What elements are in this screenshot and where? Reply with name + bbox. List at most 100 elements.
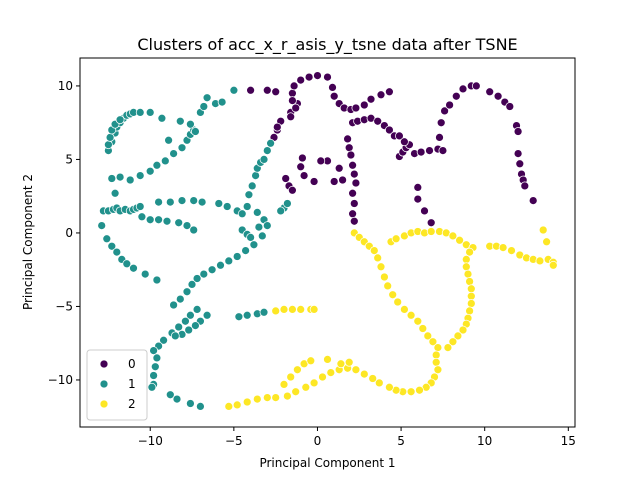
data-point-cluster-1 <box>175 294 185 304</box>
data-point-cluster-2 <box>283 391 292 401</box>
data-point-cluster-1 <box>169 300 178 310</box>
data-point-cluster-1 <box>262 221 272 230</box>
data-point-cluster-0 <box>271 87 281 97</box>
data-point-cluster-2 <box>466 284 476 294</box>
data-point-cluster-2 <box>291 387 301 397</box>
data-point-cluster-1 <box>172 394 182 404</box>
data-point-cluster-2 <box>344 357 354 367</box>
data-point-cluster-1 <box>189 196 199 205</box>
data-point-cluster-1 <box>192 305 202 314</box>
data-point-cluster-2 <box>431 357 441 367</box>
data-point-cluster-0 <box>425 146 434 155</box>
y-tick-label: −10 <box>48 373 73 387</box>
data-point-cluster-2 <box>380 272 389 282</box>
data-point-cluster-0 <box>438 146 448 155</box>
data-point-cluster-2 <box>368 374 378 383</box>
data-point-cluster-0 <box>298 153 307 163</box>
data-point-cluster-0 <box>349 169 359 179</box>
data-point-cluster-2 <box>271 306 281 316</box>
data-point-cluster-1 <box>276 206 286 216</box>
data-point-cluster-2 <box>271 393 281 402</box>
x-axis-ticks: −10 −5 0 5 10 15 <box>138 427 576 448</box>
data-point-cluster-0 <box>426 218 436 228</box>
data-point-cluster-2 <box>465 277 474 286</box>
data-point-cluster-1 <box>177 196 187 205</box>
y-tick-label: 5 <box>65 152 73 166</box>
x-tick-label: 15 <box>561 434 576 448</box>
data-point-cluster-2 <box>393 297 403 307</box>
data-point-cluster-2 <box>359 369 369 379</box>
data-point-cluster-0 <box>513 127 523 136</box>
data-point-cluster-1 <box>262 146 272 155</box>
data-point-cluster-0 <box>316 156 326 166</box>
data-point-cluster-1 <box>254 222 264 232</box>
data-point-cluster-0 <box>272 122 282 132</box>
data-point-cluster-1 <box>242 202 252 211</box>
chart-title: Clusters of acc_x_r_asis_y_tsne data aft… <box>137 35 517 55</box>
data-point-cluster-2 <box>376 262 386 272</box>
data-point-cluster-1 <box>135 171 145 180</box>
data-point-cluster-1 <box>181 316 190 326</box>
data-point-cluster-1 <box>137 212 147 222</box>
data-point-cluster-1 <box>112 247 122 257</box>
data-point-cluster-2 <box>369 246 379 255</box>
data-point-cluster-0 <box>513 149 523 158</box>
data-point-cluster-0 <box>334 163 344 173</box>
data-point-cluster-1 <box>186 399 195 408</box>
data-point-cluster-2 <box>373 253 383 263</box>
x-tick-label: −5 <box>225 434 243 448</box>
data-point-cluster-0 <box>420 206 429 216</box>
data-point-cluster-1 <box>115 115 125 125</box>
data-point-cluster-1 <box>199 102 209 111</box>
data-point-cluster-1 <box>237 209 247 219</box>
data-point-cluster-0 <box>351 178 361 188</box>
data-point-cluster-0 <box>458 84 468 94</box>
data-point-cluster-2 <box>306 356 316 366</box>
data-point-cluster-0 <box>528 196 538 205</box>
data-point-cluster-1 <box>125 175 135 185</box>
data-point-cluster-2 <box>458 325 468 335</box>
data-point-cluster-0 <box>348 188 357 198</box>
data-point-cluster-1 <box>266 138 275 148</box>
data-point-cluster-0 <box>328 83 337 92</box>
data-point-cluster-1 <box>150 362 160 372</box>
data-point-cluster-1 <box>244 190 254 200</box>
data-point-cluster-2 <box>323 355 332 364</box>
data-point-cluster-2 <box>336 359 346 369</box>
data-point-cluster-1 <box>145 108 155 117</box>
data-point-cluster-1 <box>196 402 205 411</box>
x-tick-label: 5 <box>397 434 405 448</box>
data-point-cluster-0 <box>343 134 352 144</box>
data-point-cluster-1 <box>216 260 225 270</box>
data-point-cluster-2 <box>252 394 262 404</box>
data-point-cluster-1 <box>249 240 259 250</box>
data-point-cluster-2 <box>542 237 551 247</box>
data-point-cluster-0 <box>329 177 339 186</box>
data-point-cluster-2 <box>423 331 433 341</box>
data-point-cluster-1 <box>145 166 155 176</box>
data-point-cluster-1 <box>170 331 180 341</box>
data-point-cluster-0 <box>296 75 306 85</box>
data-point-cluster-2 <box>286 372 296 382</box>
data-point-cluster-2 <box>426 227 436 236</box>
data-point-cluster-1 <box>149 371 158 380</box>
data-point-cluster-0 <box>413 194 423 204</box>
data-point-cluster-2 <box>242 397 252 407</box>
data-point-cluster-2 <box>232 400 242 410</box>
data-point-cluster-2 <box>374 378 384 388</box>
legend-marker-0 <box>99 359 109 369</box>
data-point-cluster-2 <box>383 281 393 291</box>
data-point-cluster-1 <box>149 346 158 355</box>
data-point-cluster-2 <box>535 256 545 266</box>
data-point-cluster-1 <box>152 160 162 170</box>
data-point-cluster-0 <box>520 181 530 191</box>
data-point-cluster-1 <box>174 218 184 228</box>
data-point-cluster-2 <box>465 306 474 316</box>
data-point-cluster-2 <box>448 231 458 241</box>
data-point-cluster-2 <box>433 365 443 375</box>
data-point-cluster-0 <box>435 133 444 142</box>
data-point-cluster-1 <box>129 263 138 273</box>
data-point-cluster-2 <box>351 365 361 375</box>
data-point-cluster-0 <box>493 91 503 101</box>
x-axis-label: Principal Component 1 <box>259 456 395 470</box>
